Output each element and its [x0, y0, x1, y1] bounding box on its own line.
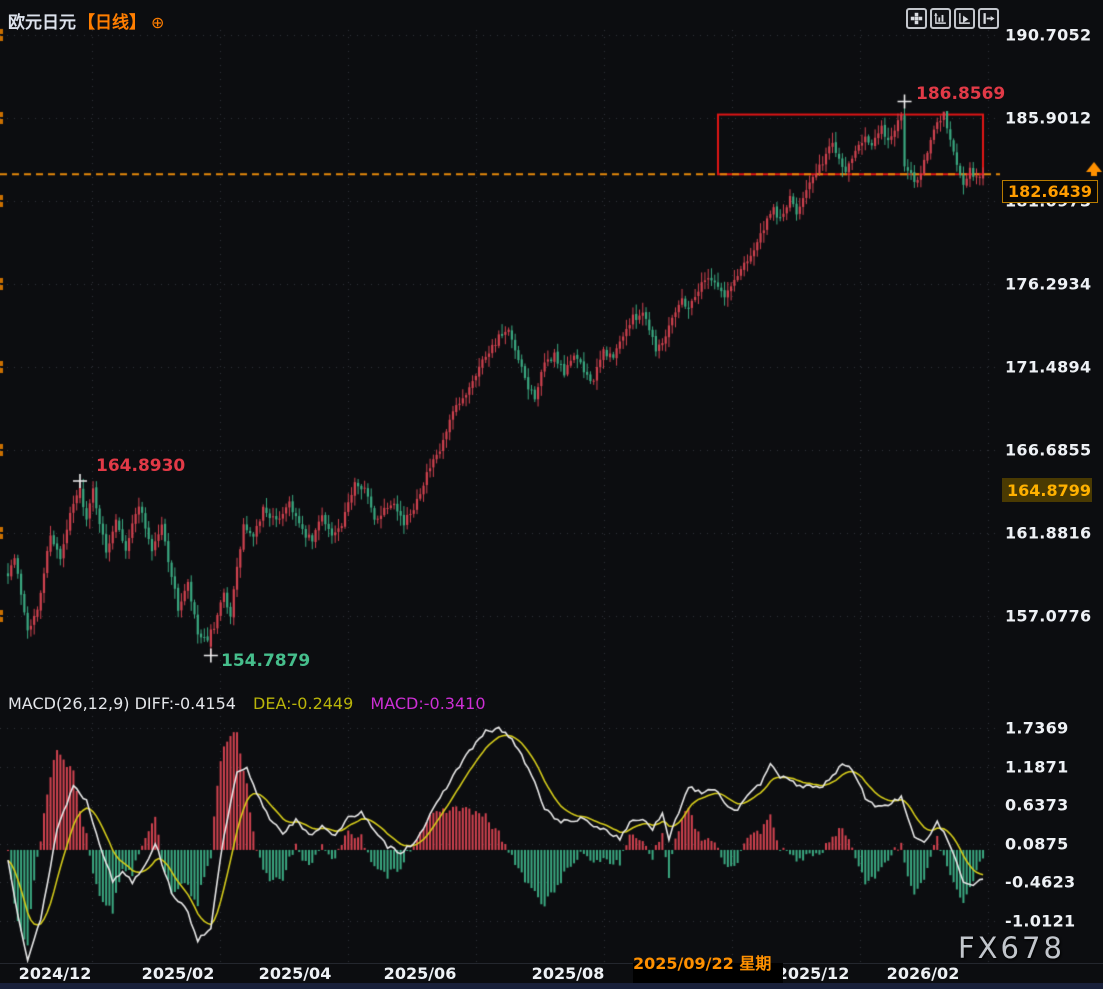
macd-header: MACD(26,12,9) DIFF:-0.4154 DEA:-0.2449 M… — [8, 694, 486, 713]
annotation-high: 186.8569 — [916, 84, 1006, 104]
price-axis-label: 171.4894 — [1005, 357, 1092, 377]
period-tag: 【日线】 — [78, 13, 146, 33]
price-axis-label: 157.0776 — [1005, 606, 1092, 626]
price-axis-label: 176.2934 — [1005, 274, 1092, 294]
fit-vertical-button[interactable] — [930, 8, 951, 29]
watermark: FX678 — [958, 931, 1065, 965]
pan-icon — [910, 12, 923, 25]
price-axis-label: 190.7052 — [1005, 25, 1092, 45]
play-icon — [959, 13, 970, 24]
fit-axis-icon — [934, 13, 946, 24]
exit-panel-button[interactable] — [978, 8, 999, 29]
annotation-swing-high: 164.8930 — [96, 456, 186, 476]
macd-axis-label: 0.6373 — [1005, 795, 1069, 815]
price-axis-label: 185.9012 — [1005, 108, 1092, 128]
price-marker-box: 164.8799 — [1002, 478, 1092, 502]
current-price-value: 182.6439 — [1008, 182, 1093, 201]
macd-axis-label: 0.0875 — [1005, 834, 1069, 854]
pan-tool-button[interactable] — [906, 8, 927, 29]
time-axis-label: 2025/08 — [531, 964, 605, 983]
symbol-title: 欧元日元 — [8, 13, 76, 33]
macd-axis-label: 1.7369 — [1005, 718, 1069, 738]
annotation-swing-low: 154.7879 — [221, 651, 311, 671]
playback-button[interactable] — [954, 8, 975, 29]
price-axis-label: 161.8816 — [1005, 523, 1092, 543]
time-axis-label: 2025/06 — [383, 964, 457, 983]
macd-axis-label: -1.0121 — [1005, 911, 1076, 931]
bottom-strip — [0, 983, 1103, 989]
macd-diff-label: MACD(26,12,9) DIFF:-0.4154 — [8, 694, 236, 713]
macd-macd-label: MACD:-0.3410 — [370, 694, 486, 713]
price-axis-label: 166.6855 — [1005, 440, 1092, 460]
current-price-box: 182.6439 — [1002, 180, 1098, 203]
time-axis-label: 2026/02 — [886, 964, 960, 983]
crosshair-date-box: 2025/09/22 星期一 — [633, 954, 783, 989]
add-indicator-icon[interactable]: ⊕ — [151, 13, 165, 32]
chart-toolbar — [906, 8, 999, 29]
macd-axis-label: 1.1871 — [1005, 757, 1069, 777]
exit-arrow-icon — [983, 13, 995, 24]
time-axis-label: 2025/12 — [776, 964, 850, 983]
axis-separator — [0, 963, 1103, 964]
time-axis-label: 2025/04 — [258, 964, 332, 983]
macd-axis-label: -0.4623 — [1005, 872, 1076, 892]
time-axis-label: 2024/12 — [18, 964, 92, 983]
time-axis-label: 2025/02 — [141, 964, 215, 983]
chart-header: 欧元日元 【日线】 ⊕ — [8, 8, 164, 33]
marker-price-value: 164.8799 — [1007, 480, 1092, 500]
macd-dea-label: DEA:-0.2449 — [253, 694, 354, 713]
